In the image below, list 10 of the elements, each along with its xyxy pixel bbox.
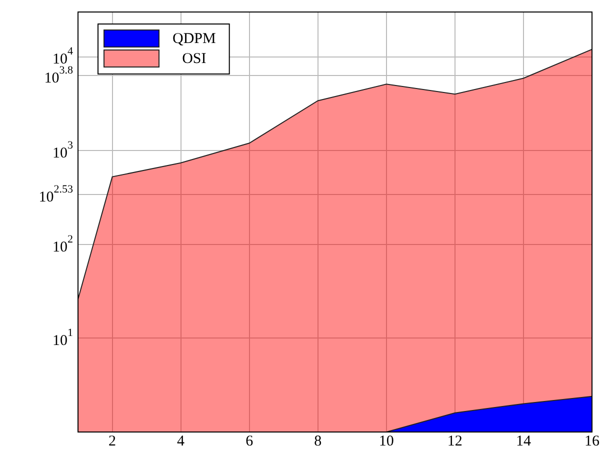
x-tick-label: 2: [108, 433, 116, 449]
x-tick-label: 8: [314, 433, 322, 449]
x-tick-label: 14: [516, 433, 532, 449]
x-tick-label: 12: [447, 433, 462, 449]
x-tick-label: 10: [378, 433, 394, 449]
x-tick-label: 6: [246, 433, 254, 449]
legend-label: OSI: [182, 50, 206, 67]
legend-label: QDPM: [172, 30, 216, 47]
x-tick-label: 16: [584, 433, 600, 449]
x-tick-label: 4: [177, 433, 186, 449]
